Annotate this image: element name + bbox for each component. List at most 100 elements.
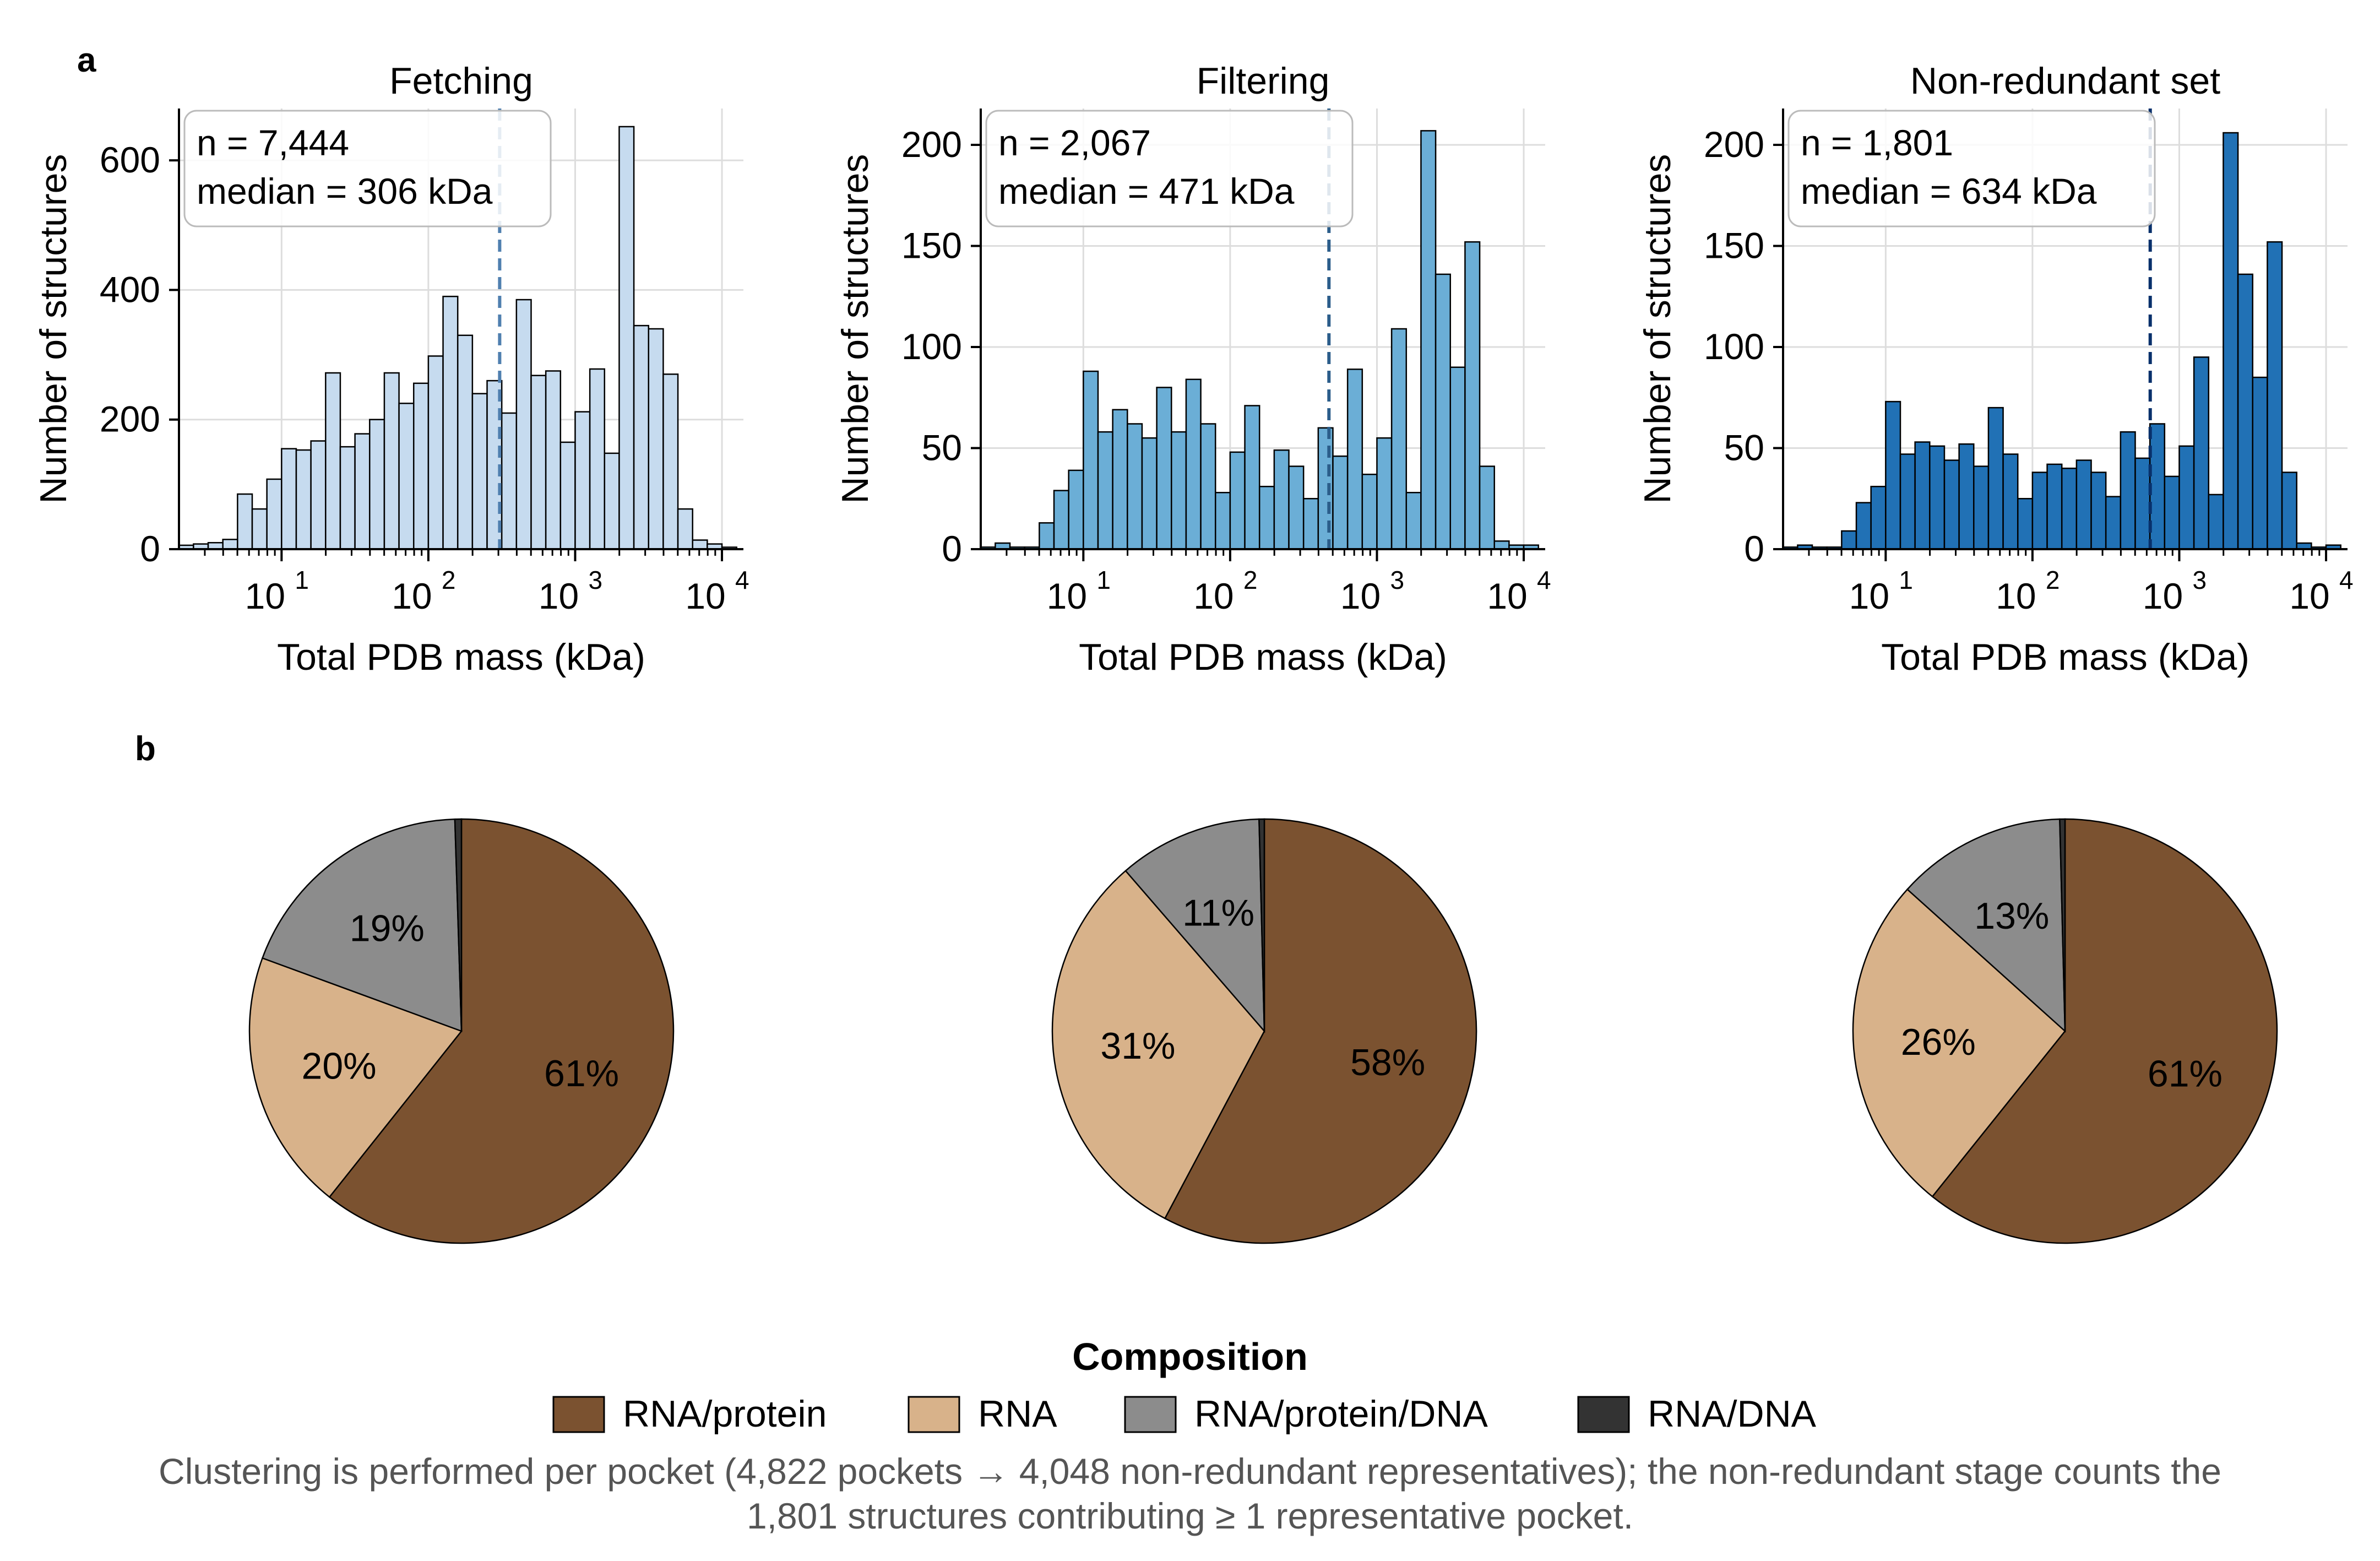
histogram-bar bbox=[1841, 530, 1857, 550]
panel-label-a: a bbox=[77, 41, 96, 79]
pie-fetching: 61% 20% 19% bbox=[248, 818, 675, 1244]
histogram-bar bbox=[1434, 273, 1452, 550]
histogram-bar bbox=[1405, 491, 1422, 550]
histogram-bar bbox=[457, 334, 474, 550]
pie-slice bbox=[1051, 870, 1265, 1219]
histogram-bar bbox=[354, 433, 371, 550]
histogram-bar bbox=[2149, 423, 2166, 550]
pie-slice bbox=[248, 957, 463, 1199]
x-tick-exponent: 2 bbox=[442, 566, 456, 594]
histogram-bar bbox=[1053, 490, 1069, 550]
caption-line-1: Clustering is performed per pocket (4,82… bbox=[159, 1451, 2221, 1492]
histogram-bar bbox=[1112, 409, 1128, 550]
histogram-bar bbox=[251, 508, 268, 550]
histogram-bar bbox=[1449, 366, 1466, 550]
legend-label: RNA/DNA bbox=[1648, 1393, 1817, 1435]
histogram-bar bbox=[310, 440, 327, 550]
histogram-bar bbox=[633, 324, 650, 550]
histogram-bar bbox=[604, 452, 620, 550]
histogram-bar bbox=[2017, 498, 2034, 550]
histogram-bar bbox=[369, 419, 385, 550]
histogram-bar bbox=[1390, 328, 1408, 550]
x-tick-label: 10 bbox=[245, 576, 285, 616]
y-axis-label: Number of structures bbox=[834, 154, 876, 504]
y-tick-label: 200 bbox=[1704, 124, 1764, 165]
histogram-bar bbox=[1464, 241, 1481, 550]
annotation-box bbox=[985, 110, 1354, 227]
legend-label: RNA bbox=[978, 1393, 1057, 1435]
histogram-bar bbox=[589, 368, 606, 550]
y-tick-label: 600 bbox=[100, 139, 160, 180]
histogram-bar bbox=[2090, 471, 2107, 550]
histogram-bar bbox=[1141, 437, 1158, 550]
pie-slice bbox=[2059, 818, 2066, 1032]
x-tick-exponent: 4 bbox=[735, 566, 749, 594]
annotation-n: n = 7,444 bbox=[197, 122, 349, 163]
legend: Composition RNA/protein RNA RNA/protein/DN… bbox=[552, 1335, 1817, 1435]
legend-swatch bbox=[1577, 1396, 1630, 1433]
histogram-bar bbox=[662, 373, 679, 550]
histogram-bar bbox=[1987, 406, 2004, 550]
histogram-bar bbox=[2208, 494, 2224, 550]
pie-slice-label: 19% bbox=[350, 908, 425, 950]
legend-title: Composition bbox=[1072, 1335, 1308, 1378]
histogram-bar bbox=[1039, 522, 1055, 550]
pie-slice-label: 31% bbox=[1100, 1025, 1175, 1067]
x-axis-label: Total PDB mass (kDa) bbox=[1079, 636, 1447, 678]
pie-slice-label: 61% bbox=[544, 1053, 619, 1094]
y-tick-label: 0 bbox=[1744, 528, 1764, 569]
histogram-bar bbox=[501, 412, 518, 550]
histogram-bar bbox=[574, 411, 591, 550]
legend-swatch bbox=[1124, 1396, 1177, 1433]
histogram-bar bbox=[2002, 453, 2019, 550]
y-tick-label: 200 bbox=[100, 399, 160, 440]
histogram-bar bbox=[412, 382, 430, 550]
annotation-box bbox=[183, 110, 552, 227]
histogram-bar bbox=[471, 393, 488, 550]
histogram-bar bbox=[1229, 451, 1246, 550]
x-tick-exponent: 1 bbox=[1096, 566, 1111, 594]
histogram-bar bbox=[1420, 130, 1437, 550]
pie-slice bbox=[1906, 818, 2066, 1033]
pie-slice bbox=[261, 818, 463, 1032]
pie-slice bbox=[1852, 888, 2066, 1198]
histogram-bar bbox=[295, 449, 312, 550]
annotation-median: median = 471 kDa bbox=[998, 171, 1295, 212]
y-axis-label: Number of structures bbox=[32, 154, 74, 504]
legend-swatch bbox=[908, 1396, 960, 1433]
x-tick-exponent: 3 bbox=[1390, 566, 1404, 594]
pie-slice bbox=[454, 818, 463, 1032]
x-tick-label: 10 bbox=[1047, 576, 1087, 616]
histogram-bar bbox=[1361, 473, 1378, 550]
histogram-bar bbox=[1127, 423, 1143, 550]
histogram-bar bbox=[1479, 465, 1495, 550]
histogram-bar bbox=[1185, 378, 1202, 550]
histogram-bar bbox=[1214, 491, 1231, 550]
x-tick-exponent: 4 bbox=[1537, 566, 1551, 594]
x-tick-label: 10 bbox=[1340, 576, 1381, 616]
histogram-filtering: 0 50 100 150 200 10 1 10 2 10 3 10 4 Filtering Total P… bbox=[834, 60, 1551, 678]
y-tick-label: 0 bbox=[942, 528, 962, 569]
x-tick-exponent: 1 bbox=[295, 566, 309, 594]
pie-slice-label: 61% bbox=[2148, 1053, 2223, 1095]
histogram-bar bbox=[1258, 485, 1275, 550]
histogram-bar bbox=[648, 328, 664, 550]
histogram-bar bbox=[1288, 465, 1305, 550]
histogram-bar bbox=[1068, 469, 1084, 550]
histogram-bar bbox=[1885, 400, 1901, 550]
histogram-non-redundant: 0 50 100 150 200 10 1 10 2 10 3 10 4 Non-redundant se… bbox=[1637, 60, 2354, 678]
x-tick-exponent: 3 bbox=[588, 566, 602, 594]
histogram-bar bbox=[339, 446, 356, 550]
histogram-bar bbox=[1870, 485, 1887, 550]
y-tick-label: 100 bbox=[1704, 326, 1764, 367]
x-tick-exponent: 4 bbox=[2339, 566, 2354, 594]
x-axis-label: Total PDB mass (kDa) bbox=[1881, 636, 2249, 678]
histogram-bar bbox=[1346, 368, 1363, 550]
histogram-bar bbox=[515, 299, 532, 550]
chart-title: Non-redundant set bbox=[1910, 60, 2220, 102]
histogram-bar bbox=[1929, 445, 1946, 550]
pie-non-redundant: 61% 26% 13% bbox=[1852, 818, 2278, 1244]
histogram-bar bbox=[692, 539, 708, 550]
pie-slice-label: 13% bbox=[1974, 895, 2049, 937]
